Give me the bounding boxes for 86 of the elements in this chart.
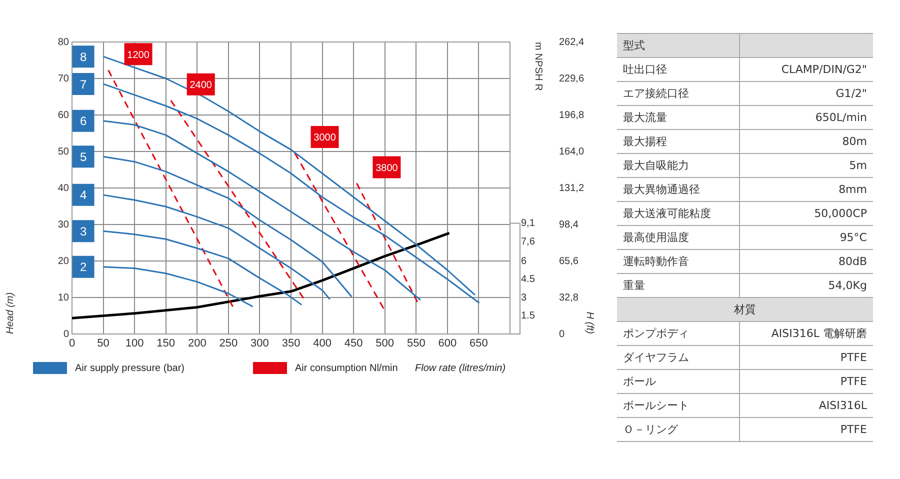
category-label: エア接続口径: [623, 87, 689, 100]
y-tick-label: 60: [58, 110, 70, 121]
category-label: 最大自吸能力: [623, 159, 689, 172]
text: 54,0Kg: [828, 279, 867, 292]
x-tick-label: 650: [470, 338, 488, 350]
y2-tick-label: 65,6: [559, 256, 579, 267]
y2-tick-label: 131,2: [559, 182, 584, 194]
x-tick-label: 500: [376, 338, 394, 350]
category-label: ボールシート: [623, 399, 689, 412]
text: CLAMP/DIN/G2": [781, 63, 867, 76]
series-label: 6: [80, 114, 87, 128]
y-tick-label: 30: [58, 219, 70, 230]
text: PTFE: [840, 351, 867, 364]
x-tick-label: 50: [97, 338, 110, 350]
y3-tick-label: 4.5: [521, 274, 536, 285]
x-tick-label: 100: [125, 338, 144, 350]
x-tick-label: 300: [250, 338, 269, 350]
y2-tick-label: 229,6: [559, 73, 584, 84]
y2-tick-label: 262,4: [559, 36, 584, 48]
series-label: 5: [80, 150, 87, 164]
category-label: Ｏ－リング: [623, 423, 678, 436]
category-label: 運転時動作音: [623, 255, 689, 268]
category-label: 材質: [734, 303, 756, 316]
y-tick-label: 70: [58, 73, 70, 84]
y2-tick-label: 164,0: [559, 146, 584, 158]
text: AISI316L: [818, 399, 867, 412]
y3-tick-label: 7,6: [521, 236, 536, 248]
text: AISI316L 電解研磨: [771, 327, 867, 340]
x-tick-label: 600: [438, 338, 457, 350]
y3-tick-label: 1.5: [521, 310, 536, 322]
text: 5m: [849, 159, 867, 172]
x-tick-label: 550: [406, 338, 426, 350]
x-tick-label: 400: [313, 338, 332, 350]
y3-tick-label: 6: [521, 256, 527, 267]
y2-axis-title: H (ft): [584, 312, 596, 334]
y2-tick-label: 98,4: [559, 219, 579, 230]
series-label: 4: [80, 188, 87, 202]
y-tick-label: 10: [58, 292, 70, 304]
series-label: 2: [80, 260, 87, 274]
x-tick-label: 450: [344, 338, 363, 350]
y2-tick-label: 196,8: [559, 110, 584, 121]
series-label: 8: [80, 50, 87, 64]
category-label: 型式: [623, 39, 645, 52]
x-tick-label: 250: [219, 338, 238, 350]
text: 650L/min: [815, 111, 867, 124]
text: 1200: [127, 50, 150, 61]
text: 3800: [376, 163, 398, 174]
legend-label: 7: [80, 77, 87, 92]
text: 3000: [314, 132, 336, 144]
text: PTFE: [840, 423, 867, 436]
y2-tick-label: 0: [559, 328, 565, 340]
y-tick-label: 80: [58, 36, 70, 48]
text: PTFE: [840, 375, 867, 388]
y3-tick-label: 3: [521, 292, 527, 304]
text: 50,000CP: [814, 207, 867, 220]
y3-axis-title: m NPSH R: [532, 42, 544, 91]
category-label: 吐出口径: [623, 63, 667, 76]
x-axis-title: Flow rate (litres/min): [415, 363, 506, 374]
text: Air supply pressure (bar): [75, 362, 184, 374]
y3-tick-label: 9,1: [521, 218, 536, 230]
text: 2400: [190, 80, 212, 92]
category-label: 最高使用温度: [623, 231, 689, 244]
text: 80dB: [838, 255, 867, 268]
y-tick-label: 50: [58, 146, 70, 158]
category-label: 最大異物通過径: [623, 183, 700, 196]
y2-tick-label: 32,8: [559, 292, 579, 304]
x-tick-label: 200: [188, 338, 206, 350]
category-label: ダイヤフラム: [623, 351, 689, 364]
category-label: 最大流量: [623, 111, 667, 124]
category-label: 重量: [623, 279, 645, 292]
y-tick-label: 40: [58, 182, 70, 194]
text: 8mm: [838, 183, 867, 196]
x-tick-label: 150: [156, 338, 176, 350]
x-tick-label: 350: [282, 338, 300, 350]
category-label: ポンプボディ: [623, 327, 689, 340]
series-label: 3: [80, 224, 87, 238]
y-tick-label: 20: [58, 256, 70, 267]
text: G1/2": [836, 87, 867, 100]
category-label: 最大揚程: [623, 135, 667, 148]
category-label: 最大送液可能粘度: [623, 207, 711, 220]
category-label: ボール: [623, 375, 656, 388]
y-axis-title: Head (m): [4, 292, 16, 334]
text: 80m: [842, 135, 867, 148]
y-tick-label: 0: [63, 328, 70, 340]
text: 95°C: [840, 231, 867, 244]
text: Air consumption Nl/min: [295, 362, 398, 374]
